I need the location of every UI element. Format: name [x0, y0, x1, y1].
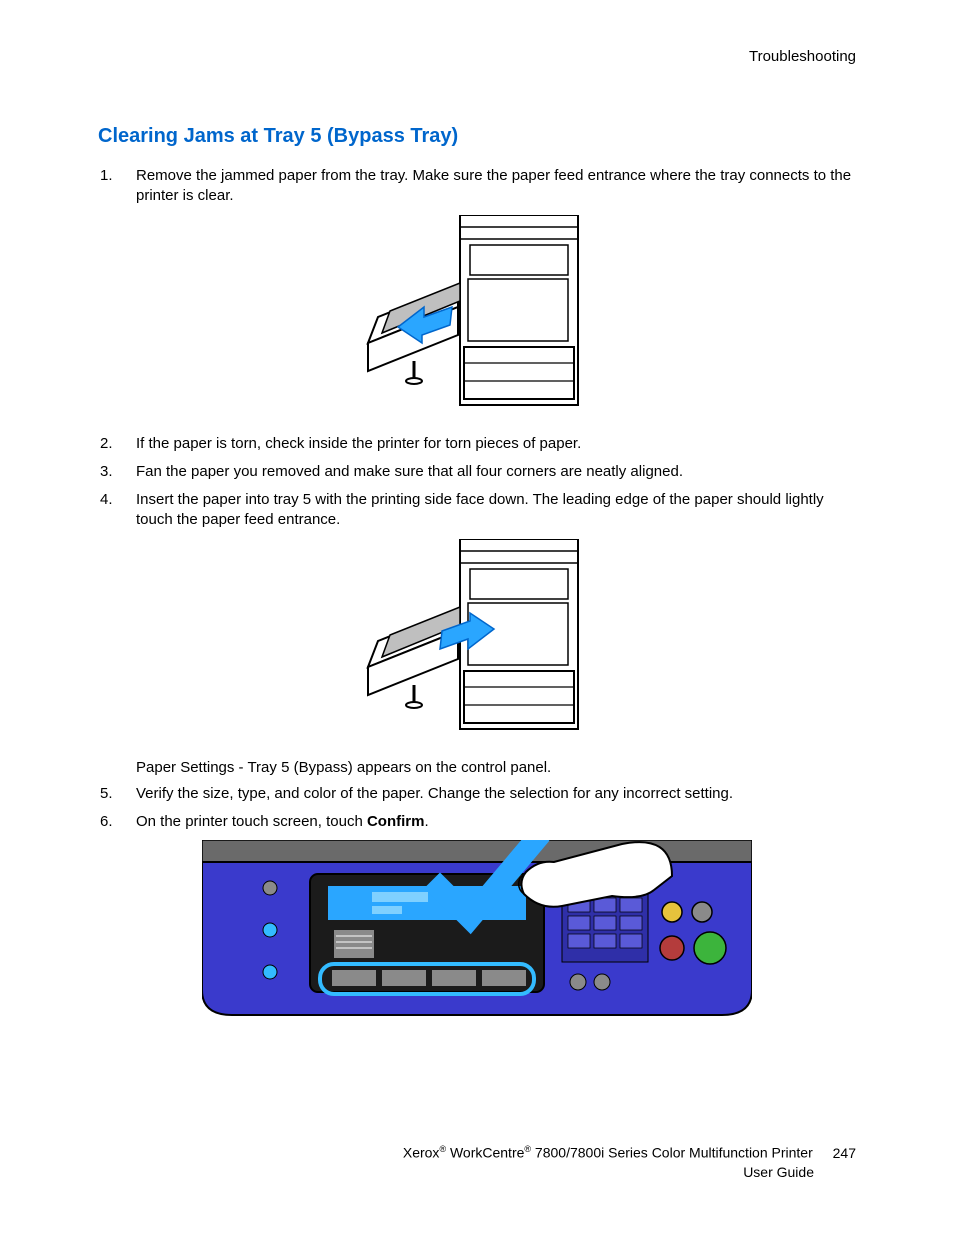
step-3: Fan the paper you removed and make sure …: [136, 462, 856, 482]
step-6: On the printer touch screen, touch Confi…: [136, 812, 856, 832]
page-footer: Xerox® WorkCentre® 7800/7800i Series Col…: [98, 1143, 856, 1183]
footer-model: 7800/7800i Series Color Multifunction Pr…: [531, 1145, 813, 1161]
step-4: Insert the paper into tray 5 with the pr…: [136, 490, 856, 531]
printer-remove-icon: [362, 215, 592, 415]
figure-insert-paper: [98, 539, 856, 744]
steps-list: Remove the jammed paper from the tray. M…: [98, 166, 856, 207]
figure-control-panel: [98, 840, 856, 1030]
header-section: Troubleshooting: [98, 48, 856, 65]
section-heading: Clearing Jams at Tray 5 (Bypass Tray): [98, 125, 856, 148]
step-2: If the paper is torn, check inside the p…: [136, 434, 856, 454]
page-number: 247: [833, 1145, 856, 1161]
control-panel-icon: [202, 840, 752, 1025]
printer-insert-icon: [362, 539, 592, 739]
steps-list-2: If the paper is torn, check inside the p…: [98, 434, 856, 531]
step-6-pre: On the printer touch screen, touch: [136, 813, 367, 830]
footer-brand1: Xerox: [403, 1145, 440, 1161]
step-4-note: Paper Settings - Tray 5 (Bypass) appears…: [136, 758, 856, 778]
figure-remove-paper: [98, 215, 856, 420]
step-5: Verify the size, type, and color of the …: [136, 784, 856, 804]
step-6-post: .: [424, 813, 428, 830]
step-1: Remove the jammed paper from the tray. M…: [136, 166, 856, 207]
step-6-bold: Confirm: [367, 813, 425, 830]
footer-guide: User Guide: [98, 1163, 814, 1183]
footer-brand2: WorkCentre: [446, 1145, 524, 1161]
steps-list-3: Verify the size, type, and color of the …: [98, 784, 856, 833]
